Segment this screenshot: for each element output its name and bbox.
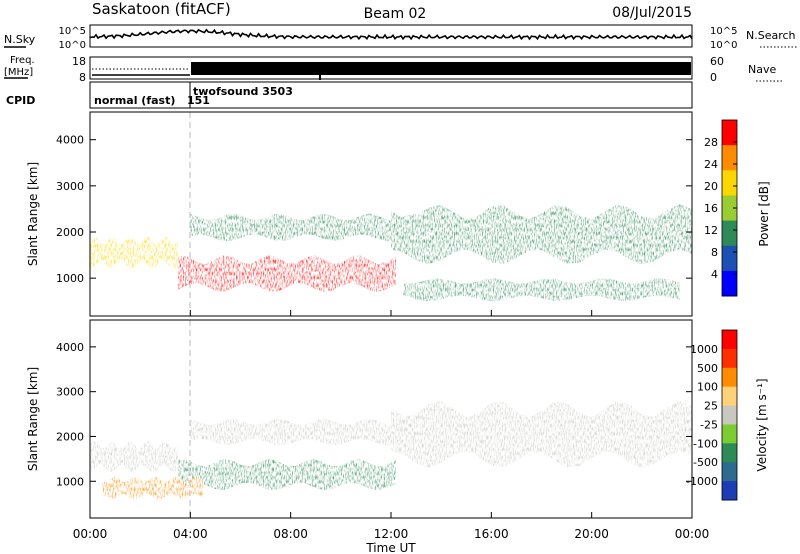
- power-colorbar-swatch: [722, 270, 737, 297]
- power-echo-region: [90, 236, 178, 269]
- nsky-label: N.Sky: [4, 33, 36, 46]
- velocity-colorbar-tick: -1000: [686, 475, 718, 488]
- velocity-colorbar-swatch: [722, 367, 737, 388]
- cpid-mode-normal: normal (fast): [94, 94, 175, 107]
- power-colorbar-tick: 8: [711, 246, 718, 259]
- power-ylabel: Slant Range [km]: [26, 162, 40, 266]
- velocity-colorbar-swatch: [722, 348, 737, 369]
- power-colorbar-swatch: [722, 195, 737, 222]
- x-tick-label: 20:00: [574, 527, 609, 541]
- cpid-mode-twofsound: twofsound 3503: [193, 85, 293, 98]
- x-tick-label: 00:00: [675, 527, 710, 541]
- velocity-ytick-label: 3000: [56, 386, 84, 399]
- power-colorbar-swatch: [722, 245, 737, 272]
- velocity-ytick-label: 4000: [56, 341, 84, 354]
- velocity-echo-layer: [90, 400, 692, 500]
- power-colorbar-swatch: [722, 220, 737, 247]
- frequency-panel: 18 8 60 0: [72, 55, 724, 84]
- power-echo-layer: [90, 204, 692, 302]
- x-axis: 00:00 04:00 08:00 12:00 16:00 20:00 00:00: [73, 310, 710, 541]
- velocity-colorbar-tick: 100: [697, 381, 718, 394]
- nave-tick-low-right: 0: [710, 71, 717, 84]
- velocity-echo-region: [90, 441, 178, 473]
- power-echo-region: [403, 278, 680, 302]
- cpid-panel: normal (fast) 151 twofsound 3503: [89, 81, 693, 109]
- power-colorbar-tick: 12: [704, 224, 718, 237]
- cpid-label: CPID: [6, 94, 35, 107]
- velocity-echo-region: [190, 418, 417, 446]
- velocity-colorbar-swatch: [722, 462, 737, 482]
- velocity-colorbar-swatch: [722, 330, 737, 350]
- freq-label: Freq.: [10, 55, 35, 66]
- power-ytick-label: 1000: [56, 272, 84, 285]
- power-colorbar-tick: 20: [704, 180, 718, 193]
- velocity-colorbar-tick: 500: [697, 362, 718, 375]
- velocity-echo-region: [102, 476, 203, 500]
- noise-tick-high-left: 10^5: [59, 26, 86, 37]
- power-ytick-label: 4000: [56, 134, 84, 147]
- velocity-colorbar-swatch: [722, 443, 737, 463]
- power-colorbar-swatch: [722, 170, 737, 196]
- noise-tick-high-right: 10^5: [710, 26, 737, 37]
- x-axis-label: Time UT: [365, 541, 416, 554]
- power-echo-region: [190, 213, 417, 242]
- cpid-mode-151: 151: [187, 94, 210, 107]
- nave-label: Nave: [748, 63, 776, 76]
- power-colorbar-label: Power [dB]: [757, 181, 771, 246]
- power-echo-region: [391, 204, 692, 265]
- noise-panel: 10^5 10^0 10^5 10^0: [59, 24, 737, 51]
- power-ytick-label: 3000: [56, 180, 84, 193]
- power-colorbar-tick: 28: [704, 136, 718, 149]
- power-colorbar-tick: 4: [711, 268, 718, 281]
- velocity-colorbar-tick: -500: [693, 456, 718, 469]
- power-colorbar-tick: 24: [704, 158, 718, 171]
- velocity-colorbar-tick: -100: [693, 437, 718, 450]
- velocity-colorbar-swatch: [722, 386, 737, 407]
- noise-tick-low-right: 10^0: [710, 40, 737, 51]
- velocity-echo-region: [391, 400, 692, 468]
- velocity-colorbar-swatch: [722, 481, 737, 501]
- x-tick-label: 04:00: [173, 527, 208, 541]
- nsearch-label: N.Search: [746, 29, 796, 42]
- station-title: Saskatoon (fitACF): [92, 0, 231, 18]
- power-colorbar-swatch: [722, 145, 737, 171]
- velocity-ylabel: Slant Range [km]: [26, 367, 40, 471]
- velocity-colorbar-tick: 1000: [690, 343, 718, 356]
- velocity-colorbar-tick: -25: [700, 418, 718, 431]
- beam-title: Beam 02: [364, 6, 427, 22]
- power-colorbar-swatch: [722, 120, 737, 146]
- power-colorbar: 4 8 12 16 20 24 28: [704, 119, 738, 297]
- power-ytick-label: 2000: [56, 226, 84, 239]
- freq-tick-high-left: 18: [72, 55, 86, 68]
- freq-tick-low-left: 8: [79, 71, 86, 84]
- velocity-echo-region: [177, 458, 396, 491]
- velocity-colorbar-swatch: [722, 424, 737, 444]
- x-tick-label: 00:00: [73, 527, 108, 541]
- velocity-ytick-label: 2000: [56, 430, 84, 443]
- freq-unit-label: [MHz]: [4, 67, 33, 78]
- velocity-colorbar-label: Velocity [m s⁻¹]: [755, 378, 769, 471]
- power-panel: 1000 2000 3000 4000 Slant Range [km]: [26, 111, 693, 317]
- noise-tick-low-left: 10^0: [59, 40, 86, 51]
- x-tick-label: 16:00: [474, 527, 509, 541]
- nave-tick-high-right: 60: [710, 55, 724, 68]
- velocity-colorbar-tick: 25: [704, 400, 718, 413]
- velocity-ytick-label: 1000: [56, 475, 84, 488]
- date-title: 08/Jul/2015: [612, 5, 692, 21]
- power-echo-region: [177, 255, 396, 292]
- x-tick-label: 08:00: [273, 527, 308, 541]
- velocity-colorbar: 1000 500 100 25 -25 -100 -500 -1000: [686, 329, 738, 501]
- x-tick-label: 12:00: [374, 527, 409, 541]
- power-colorbar-tick: 16: [704, 202, 718, 215]
- velocity-colorbar-swatch: [722, 405, 737, 425]
- velocity-panel: 1000 2000 3000 4000 Slant Range [km]: [26, 319, 693, 519]
